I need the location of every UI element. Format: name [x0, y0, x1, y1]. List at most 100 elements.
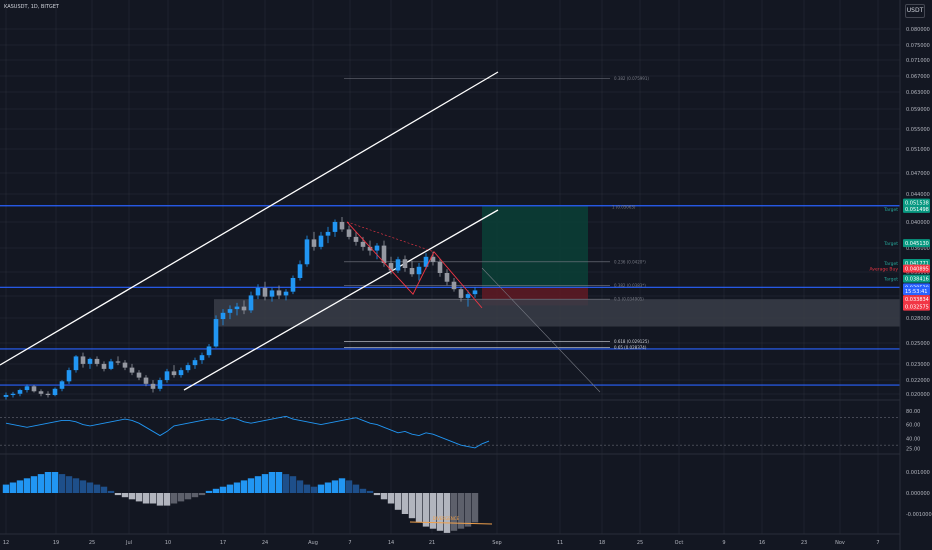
y-tick-label: 0.036000: [906, 246, 930, 252]
macd-bar: [142, 493, 150, 504]
macd-bar: [51, 472, 59, 493]
macd-bar: [303, 484, 311, 493]
candle-body: [129, 367, 135, 373]
macd-bar: [443, 493, 451, 533]
y-tick-label: 0.051000: [906, 147, 930, 153]
candle: [388, 256, 394, 275]
divergence-label: DIVERGENCE: [433, 516, 460, 521]
candle-body: [122, 362, 128, 368]
candle: [248, 291, 254, 313]
macd-bar: [268, 472, 276, 493]
trend-lines: 0.382 (0.075991) 0.236 (0.0420*) 0.382 (0.…: [0, 71, 649, 393]
candle: [164, 368, 170, 383]
candle-body: [94, 358, 100, 364]
x-tick-label: 19: [53, 540, 59, 546]
macd-bar: [415, 493, 423, 523]
price-label: 0.051538: [905, 201, 929, 207]
macd-bar: [93, 484, 101, 493]
candle-body: [80, 356, 86, 364]
candle: [45, 391, 51, 398]
macd-bar: [198, 493, 206, 496]
fib-label: 0.618 (0.029125): [614, 339, 649, 344]
channel-upper-line: [0, 71, 499, 366]
candle-body: [17, 390, 23, 394]
candle-body: [353, 236, 359, 242]
macd-bar: [352, 484, 360, 493]
candle: [157, 377, 163, 392]
currency-button[interactable]: USDT: [905, 4, 925, 18]
x-tick-label: Oct: [675, 540, 684, 546]
candle-body: [465, 294, 471, 298]
candle: [150, 380, 156, 393]
x-tick-label: 12: [3, 540, 9, 546]
candle-body: [178, 370, 184, 376]
candle: [10, 391, 16, 398]
candle: [31, 385, 37, 393]
y-tick-label: 0.071000: [906, 58, 930, 64]
overlays: [346, 221, 483, 309]
macd-bar: [219, 486, 227, 493]
candle-body: [255, 287, 261, 296]
price-label-box: [903, 295, 930, 304]
candle: [262, 281, 268, 301]
candle-body: [108, 361, 114, 369]
y-tick-label: 0.022000: [906, 378, 930, 384]
macd-bar: [338, 478, 346, 493]
macd-bar: [422, 493, 430, 527]
candle: [24, 384, 30, 393]
macd-bar: [107, 490, 115, 493]
x-tick-label: 10: [165, 540, 171, 546]
candle-body: [45, 393, 51, 396]
candle-body: [430, 256, 436, 262]
candle-body: [318, 235, 324, 247]
fib-label: 0.65 (0.028374): [614, 345, 647, 350]
target-label: Average Buy: [869, 267, 898, 273]
macd-pane: 0.001000 0.000000 -0.001000 DIVERGENCE: [2, 470, 932, 533]
channel-lower-line: [183, 209, 499, 391]
candle: [367, 240, 373, 256]
y-tick-label: 0.023000: [906, 362, 930, 368]
macd-bar: [240, 480, 248, 493]
candle: [332, 219, 338, 237]
macd-bar: [135, 493, 143, 502]
price-label: 0.038416: [905, 277, 929, 283]
candle-body: [423, 256, 429, 267]
candle-body: [24, 386, 30, 391]
candle-body: [220, 312, 226, 320]
price-label: 0.051498: [905, 207, 929, 213]
macd-tick-label: 0.001000: [906, 470, 930, 476]
price-label-box: [903, 198, 930, 207]
candle-body: [150, 383, 156, 389]
macd-bar: [394, 493, 402, 510]
candle-body: [171, 371, 177, 376]
candle: [283, 289, 289, 301]
y-tick-label: 0.055000: [906, 127, 930, 133]
macd-bar: [387, 493, 395, 504]
price-label: 15:53:41: [905, 289, 927, 295]
candle: [290, 275, 296, 295]
macd-bar: [282, 474, 290, 493]
candle: [241, 300, 247, 315]
candle: [451, 277, 457, 292]
candle-body: [164, 371, 170, 381]
candle: [444, 269, 450, 286]
macd-bar: [128, 493, 136, 500]
macd-bar: [429, 493, 437, 529]
candle: [108, 358, 114, 371]
macd-bar: [30, 476, 38, 493]
candle: [227, 305, 233, 320]
x-tick-label: 23: [801, 540, 807, 546]
fib-top-label: 1 (0.05063): [612, 205, 636, 210]
rsi-tick-label: 80.00: [906, 409, 920, 415]
candle: [185, 362, 191, 373]
candle-body: [388, 263, 394, 271]
macd-bar: [58, 474, 66, 493]
macd-bar: [177, 493, 185, 502]
candle-body: [248, 295, 254, 311]
fib-label: 0.236 (0.0420*): [614, 259, 646, 264]
price-label-box: [903, 287, 930, 296]
x-tick-label: 17: [220, 540, 226, 546]
candle-body: [269, 290, 275, 297]
